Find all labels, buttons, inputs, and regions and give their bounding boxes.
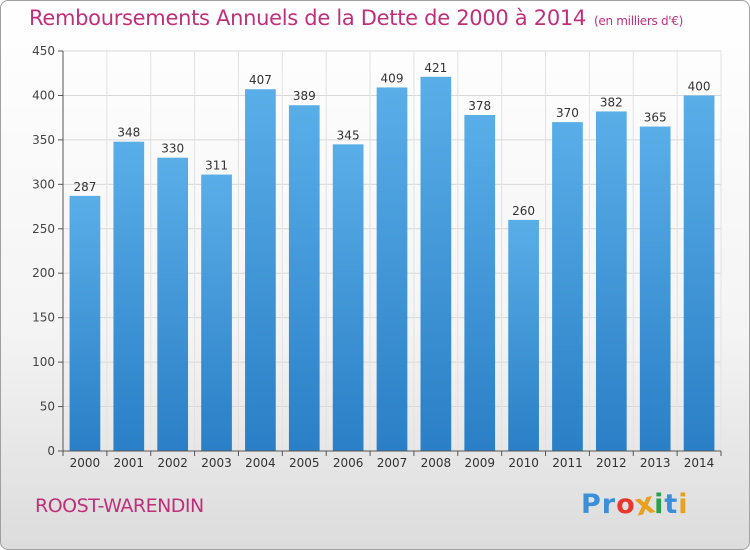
logo-letter: P [581, 489, 602, 520]
data-label-2011: 370 [556, 106, 579, 120]
data-label-2001: 348 [117, 126, 140, 140]
data-label-2012: 382 [600, 95, 623, 109]
bar-2000 [69, 195, 101, 451]
chart-title: Remboursements Annuels de la Dette de 20… [29, 6, 683, 30]
logo-letter: r [601, 489, 617, 520]
y-tick-label: 350 [32, 133, 55, 147]
bars [69, 76, 715, 452]
bar-2007 [376, 87, 408, 451]
x-tick-label-2013: 2013 [640, 456, 671, 470]
city-name: ROOST-WARENDIN [35, 495, 204, 517]
data-label-2006: 345 [337, 128, 360, 142]
data-label-2002: 330 [161, 142, 184, 156]
data-label-2014: 400 [688, 79, 711, 93]
bar-2012 [595, 111, 627, 451]
x-tick-label-2006: 2006 [333, 456, 364, 470]
y-tick-label: 250 [32, 222, 55, 236]
x-tick-label-2014: 2014 [684, 456, 715, 470]
x-tick-label-2011: 2011 [552, 456, 583, 470]
y-tick-label: 200 [32, 266, 55, 280]
x-tick-label-2004: 2004 [245, 456, 276, 470]
chart-unit-label: (en milliers d'€) [594, 14, 684, 28]
x-tick-label-2002: 2002 [157, 456, 188, 470]
data-label-2008: 421 [424, 61, 447, 75]
y-tick-label: 50 [40, 400, 55, 414]
logo-letter: o [616, 489, 636, 520]
data-label-2000: 287 [73, 180, 96, 194]
data-label-2003: 311 [205, 159, 228, 173]
bar-2011 [552, 122, 583, 451]
data-label-2005: 389 [293, 89, 316, 103]
bar-2009 [464, 115, 496, 451]
data-label-2010: 260 [512, 204, 535, 218]
x-tick-label-2007: 2007 [377, 456, 408, 470]
x-tick-label-2005: 2005 [289, 456, 320, 470]
bar-2004 [245, 89, 276, 451]
x-tick-label-2008: 2008 [421, 456, 452, 470]
y-tick-label: 150 [32, 311, 55, 325]
y-tick-label: 0 [47, 444, 55, 458]
data-label-2004: 407 [249, 73, 272, 87]
x-tick-label-2009: 2009 [464, 456, 495, 470]
labels: 0 50 100 150 200 250 300 350 400 450 287 2000 348 200… [32, 44, 714, 470]
bar-2013 [639, 126, 671, 452]
x-tick-label-2003: 2003 [201, 456, 232, 470]
bar-2003 [201, 174, 232, 452]
y-tick-label: 450 [32, 44, 55, 58]
y-tick-label: 400 [32, 88, 55, 102]
bar-2008 [420, 76, 452, 452]
axes [58, 50, 722, 456]
data-label-2013: 365 [644, 111, 667, 125]
x-tick-label-2001: 2001 [114, 456, 145, 470]
x-tick-label-2000: 2000 [70, 456, 101, 470]
logo-letter: t [664, 489, 679, 520]
bar-2001 [113, 141, 145, 451]
bar-2006 [332, 144, 364, 452]
bar-2010 [508, 219, 539, 451]
bar-2002 [157, 157, 189, 451]
y-tick-label: 100 [32, 355, 55, 369]
chart-title-text: Remboursements Annuels de la Dette de 20… [29, 6, 586, 30]
proxiti-logo[interactable]: Proxiti [581, 486, 689, 524]
logo-letter: i [678, 489, 689, 520]
data-label-2007: 409 [381, 71, 404, 85]
bar-2014 [683, 95, 715, 451]
y-tick-label: 300 [32, 177, 55, 191]
data-label-2009: 378 [468, 99, 491, 113]
bar-2005 [288, 105, 320, 451]
x-tick-label-2010: 2010 [508, 456, 539, 470]
x-tick-label-2012: 2012 [596, 456, 627, 470]
logo-letter: i [654, 489, 665, 520]
